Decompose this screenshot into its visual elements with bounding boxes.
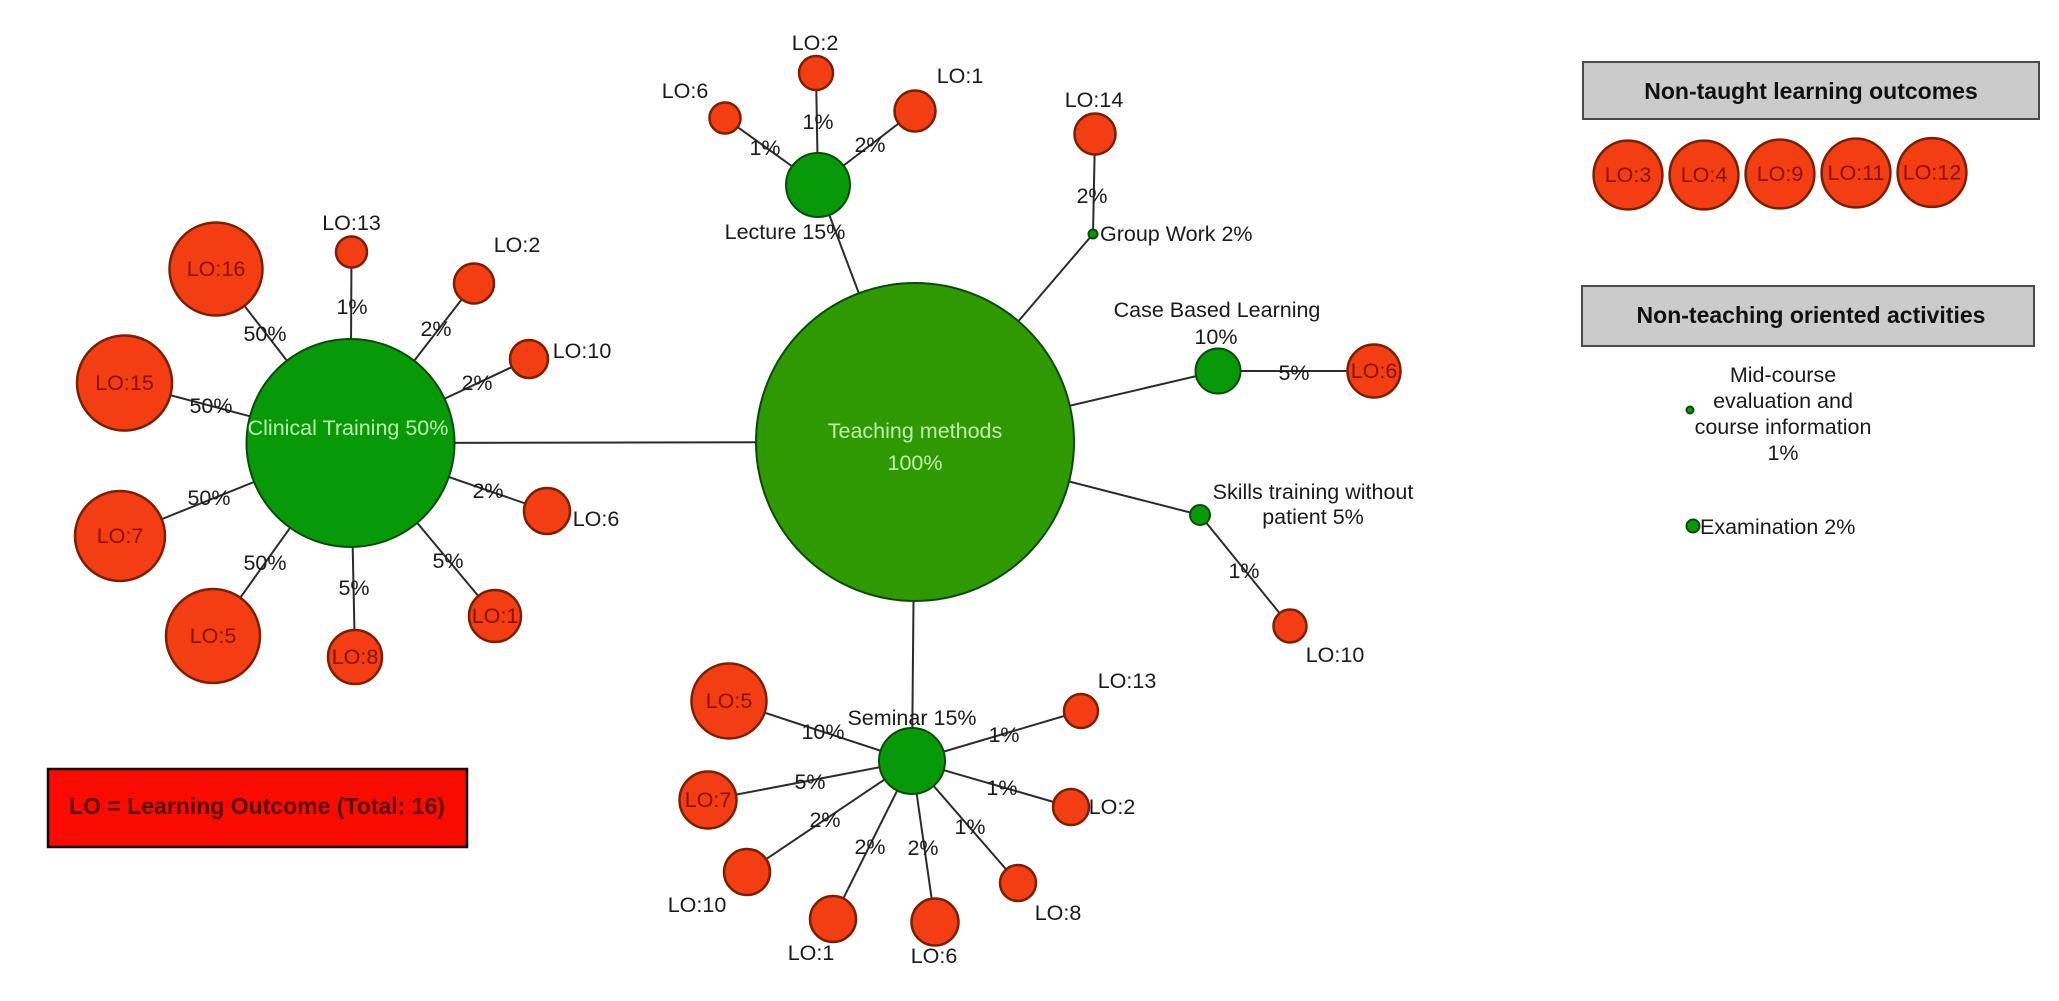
svg-text:LO:9: LO:9 xyxy=(1757,162,1804,186)
svg-text:LO = Learning Outcome (Total:: LO = Learning Outcome (Total: 16) xyxy=(69,793,445,819)
svg-text:5%: 5% xyxy=(794,770,825,794)
svg-text:Mid-course: Mid-course xyxy=(1730,363,1836,387)
svg-text:1%: 1% xyxy=(1767,441,1798,465)
svg-text:1%: 1% xyxy=(988,723,1019,747)
svg-text:1%: 1% xyxy=(802,110,833,134)
svg-text:LO:16: LO:16 xyxy=(187,257,246,281)
svg-text:LO:2: LO:2 xyxy=(792,31,839,55)
svg-text:LO:10: LO:10 xyxy=(668,893,727,917)
svg-text:LO:13: LO:13 xyxy=(322,211,381,235)
svg-text:LO:6: LO:6 xyxy=(1351,359,1398,383)
svg-text:5%: 5% xyxy=(432,549,463,573)
svg-text:LO:7: LO:7 xyxy=(97,524,144,548)
svg-text:Teaching methods: Teaching methods xyxy=(828,419,1003,443)
svg-text:LO:15: LO:15 xyxy=(95,371,154,395)
svg-text:2%: 2% xyxy=(809,808,840,832)
svg-text:LO:12: LO:12 xyxy=(1903,161,1962,185)
svg-text:LO:6: LO:6 xyxy=(911,944,958,968)
svg-text:1%: 1% xyxy=(1228,559,1259,583)
svg-text:2%: 2% xyxy=(1076,184,1107,208)
svg-text:LO:1: LO:1 xyxy=(472,604,519,628)
svg-text:10%: 10% xyxy=(1194,325,1237,349)
svg-text:Case Based Learning: Case Based Learning xyxy=(1114,298,1321,322)
svg-text:LO:13: LO:13 xyxy=(1098,669,1157,693)
svg-text:LO:5: LO:5 xyxy=(706,689,753,713)
svg-text:50%: 50% xyxy=(187,486,230,510)
svg-text:LO:2: LO:2 xyxy=(1089,795,1136,819)
svg-text:course information: course information xyxy=(1695,415,1872,439)
svg-text:Skills training without: Skills training without xyxy=(1213,480,1414,504)
svg-text:Examination 2%: Examination 2% xyxy=(1700,515,1855,539)
svg-text:10%: 10% xyxy=(801,720,844,744)
svg-text:2%: 2% xyxy=(854,133,885,157)
svg-text:1%: 1% xyxy=(954,815,985,839)
svg-text:50%: 50% xyxy=(243,551,286,575)
svg-text:2%: 2% xyxy=(472,479,503,503)
svg-text:2%: 2% xyxy=(420,317,451,341)
svg-text:2%: 2% xyxy=(461,371,492,395)
svg-text:patient 5%: patient 5% xyxy=(1262,505,1364,529)
svg-text:LO:8: LO:8 xyxy=(1035,901,1082,925)
svg-text:5%: 5% xyxy=(1278,361,1309,385)
svg-text:LO:3: LO:3 xyxy=(1605,163,1652,187)
svg-text:Non-teaching oriented activiti: Non-teaching oriented activities xyxy=(1637,302,1986,328)
svg-text:LO:10: LO:10 xyxy=(553,339,612,363)
svg-text:2%: 2% xyxy=(907,836,938,860)
svg-text:LO:4: LO:4 xyxy=(1681,163,1728,187)
svg-text:Group Work 2%: Group Work 2% xyxy=(1100,222,1253,246)
svg-text:1%: 1% xyxy=(986,776,1017,800)
svg-text:LO:10: LO:10 xyxy=(1306,643,1365,667)
svg-text:50%: 50% xyxy=(189,394,232,418)
svg-text:Lecture 15%: Lecture 15% xyxy=(725,220,846,244)
svg-text:LO:6: LO:6 xyxy=(573,507,620,531)
svg-text:Clinical Training 50%: Clinical Training 50% xyxy=(248,416,449,440)
svg-text:100%: 100% xyxy=(888,451,943,475)
svg-text:LO:5: LO:5 xyxy=(190,624,237,648)
svg-text:LO:1: LO:1 xyxy=(788,941,835,965)
svg-text:LO:11: LO:11 xyxy=(1828,161,1885,185)
svg-text:evaluation and: evaluation and xyxy=(1713,389,1853,413)
svg-text:LO:7: LO:7 xyxy=(685,788,732,812)
svg-text:2%: 2% xyxy=(854,835,885,859)
svg-text:LO:14: LO:14 xyxy=(1065,88,1124,112)
svg-text:Seminar 15%: Seminar 15% xyxy=(847,706,976,730)
svg-text:50%: 50% xyxy=(243,322,286,346)
svg-text:LO:8: LO:8 xyxy=(332,645,379,669)
svg-text:Non-taught learning outcomes: Non-taught learning outcomes xyxy=(1644,78,1978,104)
svg-text:5%: 5% xyxy=(338,576,369,600)
svg-text:LO:2: LO:2 xyxy=(494,233,541,257)
svg-text:LO:6: LO:6 xyxy=(662,79,709,103)
svg-text:1%: 1% xyxy=(336,295,367,319)
svg-text:LO:1: LO:1 xyxy=(937,64,984,88)
svg-text:1%: 1% xyxy=(749,136,780,160)
